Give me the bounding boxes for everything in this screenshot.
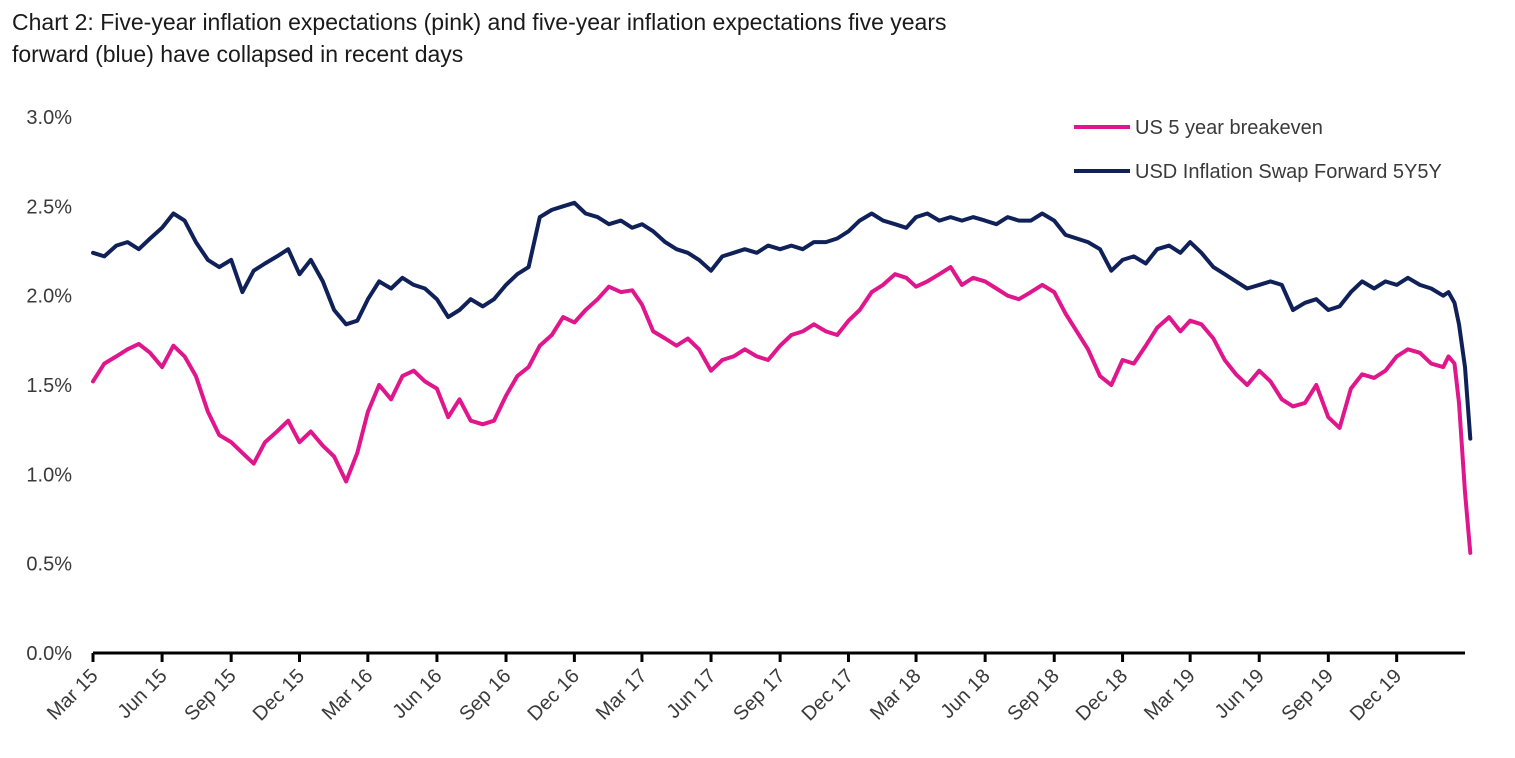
chart-title-line1: Chart 2: Five-year inflation expectation…: [12, 9, 947, 35]
x-tick-label: Jun 18: [937, 665, 995, 723]
x-tick-label: Sep 15: [180, 665, 240, 725]
y-tick-label: 0.5%: [26, 554, 72, 576]
x-tick-label: Dec 19: [1346, 665, 1406, 725]
x-tick-label: Mar 16: [318, 665, 378, 725]
x-tick-label: Dec 17: [798, 665, 858, 725]
x-tick-label: Jun 15: [114, 665, 172, 723]
x-tick-label: Jun 17: [663, 665, 721, 723]
y-tick-label: 2.0%: [26, 286, 72, 308]
x-tick-label: Sep 16: [455, 665, 515, 725]
x-tick-label: Dec 15: [249, 665, 309, 725]
x-tick-label: Mar 15: [43, 665, 103, 725]
y-tick-label: 1.5%: [26, 375, 72, 397]
x-tick-label: Jun 19: [1211, 665, 1269, 723]
x-tick-label: Dec 16: [524, 665, 584, 725]
x-tick-label: Mar 19: [1140, 665, 1200, 725]
y-tick-label: 0.0%: [26, 643, 72, 665]
x-tick-label: Mar 18: [866, 665, 926, 725]
legend-label-2: USD Inflation Swap Forward 5Y5Y: [1135, 161, 1442, 183]
x-tick-label: Sep 19: [1277, 665, 1337, 725]
x-tick-label: Dec 18: [1072, 665, 1132, 725]
x-tick-label: Mar 17: [592, 665, 652, 725]
x-axis: Mar 15 Jun 15 Sep 15 Dec 15 Mar 16 Jun 16 Sep …: [43, 651, 1465, 725]
legend: US 5 year breakeven USD Inflation Swap Fo…: [1074, 117, 1442, 183]
y-tick-label: 3.0%: [26, 107, 72, 129]
chart-title-line2: forward (blue) have collapsed in recent …: [12, 41, 464, 67]
y-axis-tick-labels: 0.0% 0.5% 1.0% 1.5% 2.0% 2.5% 3.0%: [26, 107, 72, 665]
series-line-1: [91, 265, 1473, 555]
y-tick-label: 1.0%: [26, 464, 72, 486]
x-tick-label: Sep 17: [729, 665, 789, 725]
legend-label-1: US 5 year breakeven: [1135, 117, 1323, 139]
x-tick-label: Jun 16: [388, 665, 446, 723]
y-tick-label: 2.5%: [26, 196, 72, 218]
series-layer: [91, 200, 1473, 555]
x-tick-label: Sep 18: [1003, 665, 1063, 725]
chart-title: Chart 2: Five-year inflation expectation…: [12, 6, 1212, 70]
series-line-2: [91, 200, 1473, 441]
